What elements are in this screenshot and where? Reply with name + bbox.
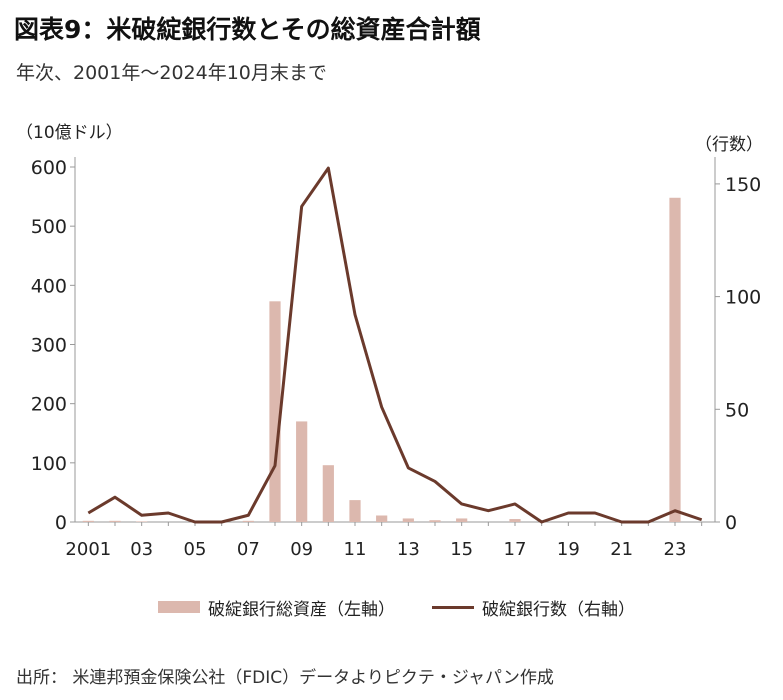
chart-legend: 破綻銀行総資産（左軸） 破綻銀行数（右軸）	[0, 595, 783, 620]
right-axis-tick-label: 150	[725, 174, 761, 196]
x-axis-tick-label: 2001	[65, 539, 111, 560]
right-axis-tick-label: 50	[725, 399, 749, 421]
bar-assets	[82, 520, 94, 522]
bar-assets	[322, 465, 334, 522]
legend-label-assets: 破綻銀行総資産（左軸）	[208, 599, 395, 620]
bar-assets	[376, 515, 388, 522]
legend-swatch-bar	[158, 601, 200, 613]
bar-assets	[349, 500, 361, 522]
bar-assets	[669, 197, 681, 522]
right-axis-tick-label: 0	[725, 512, 737, 534]
line-bank-count	[87, 166, 703, 524]
x-axis-tick-label: 11	[344, 539, 367, 560]
x-axis-tick-label: 13	[397, 539, 420, 560]
bar-assets	[296, 421, 308, 522]
bar-assets	[456, 518, 468, 522]
legend-swatch-line	[432, 605, 474, 609]
legend-item-count: 破綻銀行数（右軸）	[432, 595, 635, 620]
legend-item-assets: 破綻銀行総資産（左軸）	[158, 595, 395, 620]
bar-assets	[269, 301, 281, 522]
source-note: 出所： 米連邦預金保険公社（FDIC）データよりピクテ・ジャパン作成	[16, 668, 554, 688]
x-axis-tick-label: 05	[184, 539, 207, 560]
x-axis-tick-label: 19	[557, 539, 580, 560]
left-axis-unit: （10億ドル）	[16, 123, 123, 143]
bar-assets	[509, 519, 521, 522]
bar-assets	[109, 520, 121, 522]
left-axis-tick-label: 500	[31, 216, 67, 238]
legend-label-count: 破綻銀行数（右軸）	[482, 599, 635, 620]
right-axis-unit: （行数）	[695, 135, 763, 155]
chart-subtitle: 年次、2001年～2024年10月末まで	[16, 62, 327, 84]
x-axis-tick-label: 09	[290, 539, 313, 560]
left-axis-tick-label: 0	[55, 512, 67, 534]
left-axis-tick-label: 600	[31, 157, 67, 179]
x-axis-tick-label: 15	[450, 539, 473, 560]
bar-assets	[136, 521, 148, 522]
x-axis-tick-label: 03	[130, 539, 153, 560]
chart-title: 図表9：米破綻銀行数とその総資産合計額	[14, 15, 481, 44]
left-axis-tick-label: 200	[31, 394, 67, 416]
bar-assets	[402, 518, 414, 522]
left-axis-tick-label: 300	[31, 335, 67, 357]
x-axis-tick-label: 07	[237, 539, 260, 560]
bar-assets	[429, 520, 441, 522]
left-axis-tick-label: 100	[31, 453, 67, 475]
bar-assets	[242, 520, 254, 522]
x-axis-tick-label: 17	[504, 539, 527, 560]
right-axis-tick-label: 100	[725, 287, 761, 309]
left-axis-tick-label: 400	[31, 275, 67, 297]
x-axis-tick-label: 21	[610, 539, 633, 560]
x-axis-tick-label: 23	[664, 539, 687, 560]
